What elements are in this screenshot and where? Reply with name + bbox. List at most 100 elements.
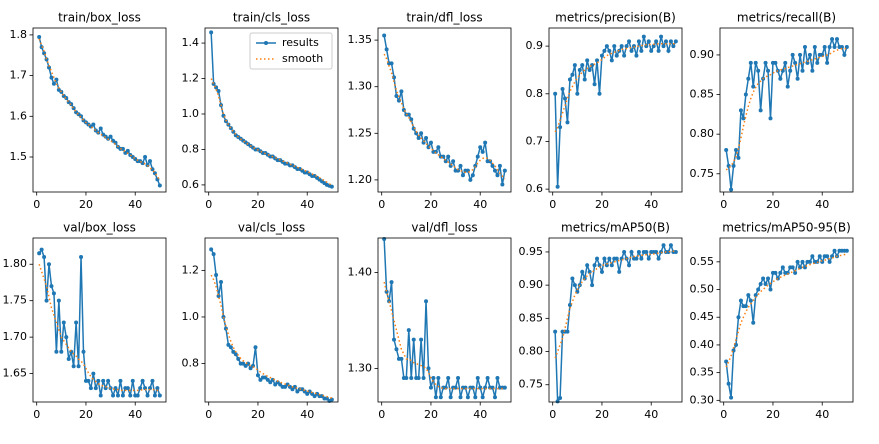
data-point bbox=[590, 283, 595, 288]
data-point bbox=[673, 39, 678, 44]
y-tick-label: 0.7 bbox=[526, 134, 544, 147]
data-point bbox=[394, 94, 399, 99]
data-point bbox=[409, 376, 414, 381]
data-point bbox=[832, 45, 837, 50]
data-point bbox=[793, 60, 798, 65]
subplot: train/cls_loss 0 20 40 0.6 0.8 1.0 1.2 1.4 result… bbox=[182, 11, 339, 211]
data-point bbox=[582, 276, 587, 281]
data-point bbox=[661, 243, 666, 248]
results-line bbox=[554, 36, 677, 187]
data-point bbox=[416, 376, 421, 381]
subplot-title: metrics/mAP50(B) bbox=[561, 221, 670, 235]
data-point bbox=[424, 299, 429, 304]
data-point bbox=[470, 173, 475, 178]
plot-frame bbox=[204, 27, 339, 193]
data-point bbox=[480, 395, 485, 400]
data-point bbox=[751, 84, 756, 89]
y-tick-label: 1.30 bbox=[348, 361, 373, 374]
data-point bbox=[553, 329, 558, 334]
data-point bbox=[778, 270, 783, 275]
data-point bbox=[641, 34, 646, 39]
data-point bbox=[37, 251, 42, 256]
data-point bbox=[98, 126, 103, 131]
data-point bbox=[817, 254, 822, 259]
data-point bbox=[582, 77, 587, 82]
y-tick-label: 0.85 bbox=[690, 88, 715, 101]
data-point bbox=[565, 329, 570, 334]
y-tick-label: 0.90 bbox=[519, 278, 544, 291]
data-point bbox=[597, 263, 602, 268]
data-point bbox=[810, 254, 815, 259]
data-point bbox=[125, 148, 130, 153]
y-tick-label: 0.90 bbox=[690, 48, 715, 61]
data-point bbox=[659, 34, 664, 39]
data-point bbox=[736, 155, 741, 160]
data-point bbox=[115, 393, 120, 398]
data-point bbox=[404, 376, 409, 381]
data-point bbox=[465, 395, 470, 400]
data-point bbox=[592, 263, 597, 268]
data-point bbox=[746, 76, 751, 81]
data-point bbox=[483, 140, 488, 145]
subplot-title: metrics/precision(B) bbox=[555, 11, 676, 25]
data-point bbox=[795, 76, 800, 81]
plot-frame bbox=[377, 237, 512, 403]
data-point bbox=[619, 44, 624, 49]
plot-frame bbox=[719, 237, 854, 403]
y-tick-label: 1.75 bbox=[3, 294, 28, 307]
x-tick-label: 0 bbox=[33, 198, 40, 211]
data-point bbox=[780, 265, 785, 270]
data-point bbox=[236, 356, 241, 361]
data-point bbox=[392, 337, 397, 342]
subplot: val/box_loss 0 20 40 1.65 1.70 1.75 1.80 bbox=[3, 221, 167, 421]
y-tick-label: 1.6 bbox=[10, 109, 28, 122]
data-point bbox=[468, 177, 473, 182]
data-point bbox=[612, 44, 617, 49]
data-point bbox=[622, 53, 627, 58]
x-tick-label: 20 bbox=[595, 198, 609, 211]
y-tick-label: 0.80 bbox=[519, 345, 544, 358]
data-point bbox=[101, 378, 106, 383]
data-point bbox=[651, 44, 656, 49]
data-point bbox=[436, 376, 441, 381]
x-tick-label: 20 bbox=[595, 408, 609, 421]
data-point bbox=[155, 386, 160, 391]
x-tick-label: 40 bbox=[300, 408, 314, 421]
data-point bbox=[424, 135, 429, 140]
data-point bbox=[209, 30, 214, 35]
plot-frame bbox=[548, 27, 683, 193]
data-point bbox=[228, 345, 233, 350]
data-point bbox=[604, 44, 609, 49]
data-point bbox=[446, 154, 451, 159]
x-tick-label: 20 bbox=[79, 198, 93, 211]
data-point bbox=[37, 34, 42, 39]
data-point bbox=[807, 259, 812, 264]
data-point bbox=[820, 259, 825, 264]
data-point bbox=[389, 280, 394, 285]
subplot: val/cls_loss 0 20 40 0.8 1.0 1.2 bbox=[182, 221, 339, 421]
data-point bbox=[815, 60, 820, 65]
data-point bbox=[666, 48, 671, 53]
data-point bbox=[743, 92, 748, 97]
data-point bbox=[585, 58, 590, 63]
y-tick-label: 0.50 bbox=[690, 283, 715, 296]
data-point bbox=[631, 44, 636, 49]
data-point bbox=[673, 249, 678, 254]
data-point bbox=[157, 393, 162, 398]
data-point bbox=[492, 395, 497, 400]
data-point bbox=[495, 173, 500, 178]
x-tick-label: 20 bbox=[424, 408, 438, 421]
data-point bbox=[575, 91, 580, 96]
data-point bbox=[734, 148, 739, 153]
data-point bbox=[111, 393, 116, 398]
subplot: metrics/mAP50(B) 0 20 40 0.75 0.80 0.85 0.90 0.9… bbox=[519, 221, 683, 421]
data-point bbox=[246, 361, 251, 366]
x-tick-label: 40 bbox=[644, 408, 658, 421]
data-point bbox=[646, 39, 651, 44]
data-point bbox=[649, 48, 654, 53]
data-point bbox=[128, 393, 133, 398]
data-point bbox=[587, 269, 592, 274]
data-point bbox=[502, 168, 507, 173]
smooth-line bbox=[554, 249, 677, 359]
data-point bbox=[436, 145, 441, 150]
